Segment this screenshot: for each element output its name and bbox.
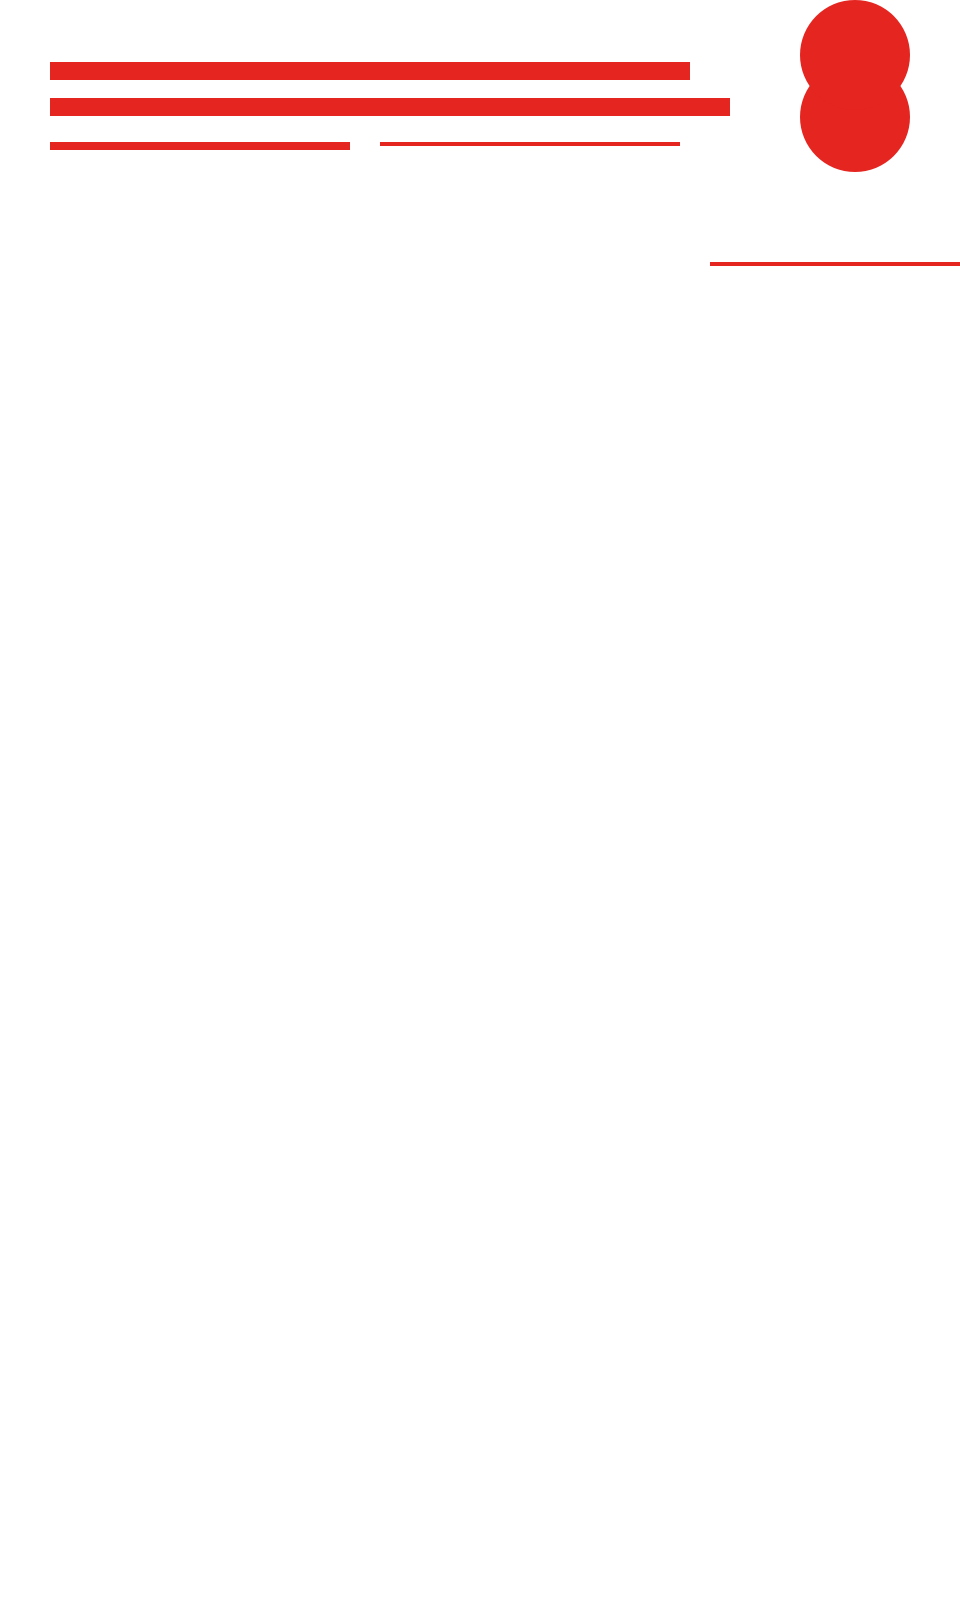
isolecta-table bbox=[380, 142, 680, 146]
t2bla10-section bbox=[50, 62, 910, 80]
badge-digital-thermostat-2 bbox=[800, 0, 910, 110]
isolecta-block bbox=[380, 134, 680, 146]
t2bla10-table bbox=[50, 62, 690, 80]
t2bla20-table bbox=[50, 98, 730, 116]
t2bla20-section bbox=[50, 98, 910, 116]
quicknet-table bbox=[50, 142, 350, 150]
thermostat-block bbox=[710, 254, 960, 266]
thermostat-table bbox=[710, 262, 960, 266]
quicknet-block bbox=[50, 134, 350, 150]
